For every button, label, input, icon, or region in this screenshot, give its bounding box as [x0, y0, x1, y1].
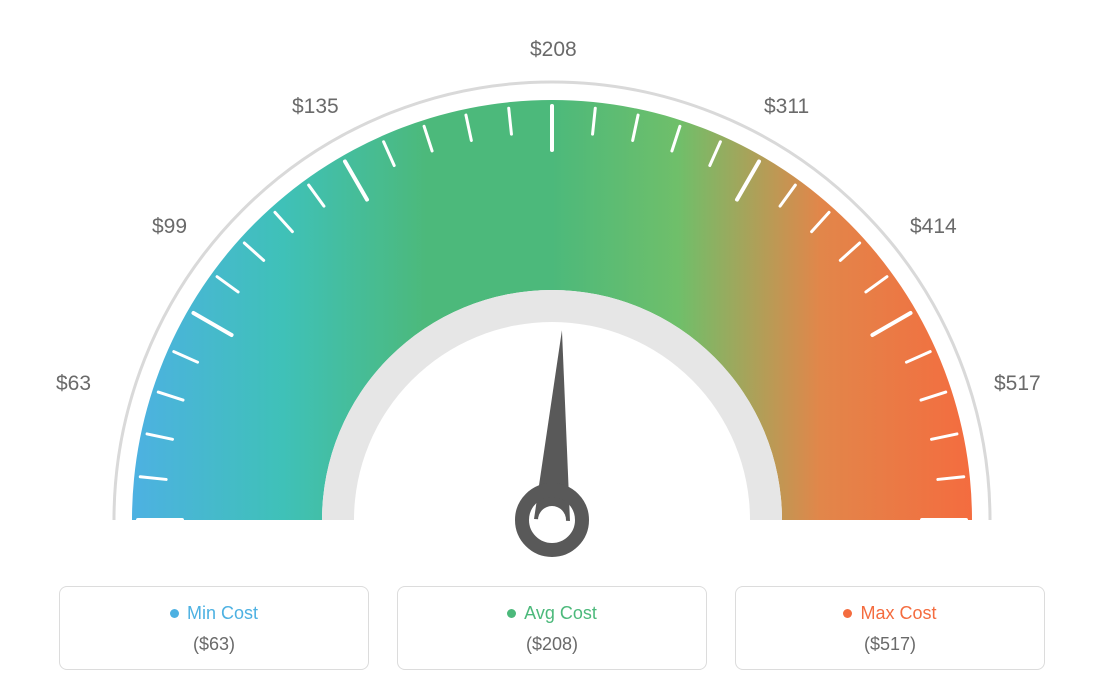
- legend-dot-max: [843, 609, 852, 618]
- gauge-tick-label: $99: [152, 215, 187, 239]
- gauge-tick-label: $517: [994, 372, 1041, 396]
- legend-row: Min Cost ($63) Avg Cost ($208) Max Cost …: [52, 586, 1052, 670]
- legend-label-max: Max Cost: [860, 603, 936, 624]
- legend-value-avg: ($208): [398, 634, 706, 655]
- gauge-tick-label: $63: [56, 372, 91, 396]
- gauge-tick-label: $311: [764, 95, 809, 119]
- legend-label-avg: Avg Cost: [524, 603, 597, 624]
- legend-value-max: ($517): [736, 634, 1044, 655]
- cost-gauge: $63 $99 $135 $208 $311 $414 $517: [52, 20, 1052, 570]
- legend-card-min: Min Cost ($63): [59, 586, 369, 670]
- gauge-tick-label: $135: [292, 95, 339, 119]
- legend-value-min: ($63): [60, 634, 368, 655]
- legend-dot-min: [170, 609, 179, 618]
- legend-label-min: Min Cost: [187, 603, 258, 624]
- gauge-tick-label: $208: [530, 38, 577, 62]
- legend-card-max: Max Cost ($517): [735, 586, 1045, 670]
- legend-title-avg: Avg Cost: [507, 603, 597, 624]
- legend-dot-avg: [507, 609, 516, 618]
- legend-title-max: Max Cost: [843, 603, 936, 624]
- gauge-svg: [52, 20, 1052, 580]
- gauge-tick-label: $414: [910, 215, 957, 239]
- legend-card-avg: Avg Cost ($208): [397, 586, 707, 670]
- legend-title-min: Min Cost: [170, 603, 258, 624]
